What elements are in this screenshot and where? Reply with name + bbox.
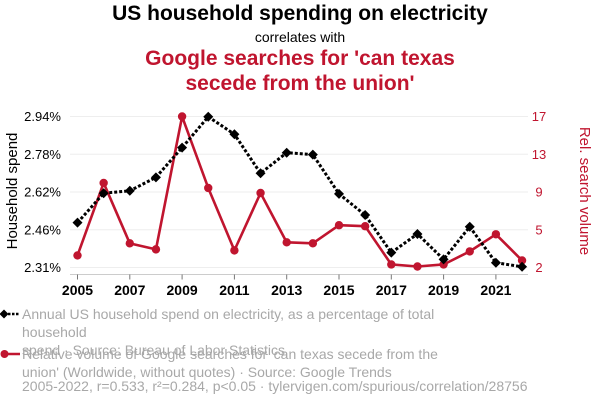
chart-title: US household spending on electricity [112,2,488,25]
axes [70,274,528,280]
footer-stats: 2005-2022, r=0.533, r²=0.284, p<0.05 · t… [22,378,528,394]
data-point-household-spend-2019 [438,254,449,265]
series-search-volume [73,112,527,271]
data-point-search-volume-2010 [204,183,213,193]
data-point-search-volume-2011 [230,246,239,255]
data-point-household-spend-2010 [203,111,214,122]
y-right-tick-label: 5 [535,222,542,237]
data-point-household-spend-2014 [307,149,318,160]
data-point-household-spend-2007 [124,185,135,196]
data-point-search-volume-2015 [334,221,344,230]
legend-text-line1: Annual US household spend on electricity… [22,306,435,340]
data-point-household-spend-2018 [412,228,423,239]
gridlines [70,116,528,268]
x-tick-label: 2009 [167,282,198,298]
data-point-household-spend-2022 [517,261,528,272]
legend-circle-line-icon [0,350,20,358]
data-point-search-volume-2009 [177,112,187,121]
data-point-household-spend-2013 [281,147,292,158]
data-point-search-volume-2008 [151,245,161,254]
x-tick-label: 2015 [323,282,354,298]
y-right-tick-label: 2 [535,260,542,275]
data-point-household-spend-2017 [386,247,397,258]
chart-second-title: Google searches for 'can texas secede fr… [0,46,600,96]
y-right-tick-label: 17 [532,109,546,124]
data-point-search-volume-2012 [256,188,265,198]
y-left-tick-label: 2.46% [24,222,61,237]
data-point-search-volume-2021 [491,230,501,239]
y-left-tick-label: 2.78% [24,147,61,162]
y-left-tick-label: 2.31% [24,260,61,275]
series-search-volume-line [76,115,523,268]
data-point-search-volume-2017 [387,260,396,269]
data-point-household-spend-2015 [334,188,344,199]
chart-second-title-line2: secede from the union' [185,72,415,95]
data-point-search-volume-2019 [439,260,448,269]
y-right-tick-label: 13 [532,147,546,162]
x-tick-label: 2007 [114,282,145,298]
series-household-spend [72,111,528,272]
x-tick-label: 2017 [376,282,407,298]
data-point-household-spend-2009 [177,142,188,153]
y-axis-left-title: Household spend [4,133,21,250]
x-tick-label: 2005 [62,282,93,298]
data-point-search-volume-2018 [413,262,422,271]
data-point-household-spend-2020 [464,221,475,232]
x-tick-label: 2019 [428,282,459,298]
data-point-search-volume-2022 [517,256,527,265]
data-point-household-spend-2006 [98,188,109,199]
data-point-search-volume-2014 [308,239,318,248]
data-point-household-spend-2016 [360,210,371,221]
chart-plot: 2.94% 2.78% 2.62% 2.46% 2.31% 17 13 9 5 2 2005 2007… [4,109,593,298]
x-tick-label: 2021 [480,282,511,298]
series-household-spend-line [76,115,523,269]
legend-text-line2: union' (Worldwide, without quotes) · Sou… [22,364,392,380]
data-point-search-volume-2007 [125,239,134,248]
data-point-search-volume-2016 [360,222,370,231]
data-point-household-spend-2012 [255,168,266,179]
y-left-tick-label: 2.94% [24,109,61,124]
legend-text-line1: Relative volume of Google searches for '… [22,346,438,362]
y-left-tick-label: 2.62% [24,185,61,200]
y-right-tick-label: 9 [535,185,542,200]
data-point-search-volume-2013 [282,238,291,247]
data-point-search-volume-2020 [465,247,474,256]
chart-connector-text: correlates with [254,29,346,45]
chart-second-title-line1: Google searches for 'can texas [145,47,455,70]
series [72,111,528,272]
data-point-search-volume-2005 [73,251,82,260]
x-tick-label: 2011 [219,282,250,298]
legend-diamond-dotted-icon [0,309,20,319]
data-point-household-spend-2011 [229,129,240,140]
legend-text-line2: spend · Source: Bureau of Labor Statisti… [22,342,286,358]
y-axis-right-title: Rel. search volume [576,127,593,255]
data-point-household-spend-2021 [490,257,501,268]
tick-labels: 2.94% 2.78% 2.62% 2.46% 2.31% 17 13 9 5 2 2005 2007… [24,109,546,298]
data-point-household-spend-2008 [150,172,161,183]
data-point-search-volume-2006 [99,178,108,188]
x-tick-label: 2013 [271,282,302,298]
data-point-household-spend-2005 [72,217,83,228]
